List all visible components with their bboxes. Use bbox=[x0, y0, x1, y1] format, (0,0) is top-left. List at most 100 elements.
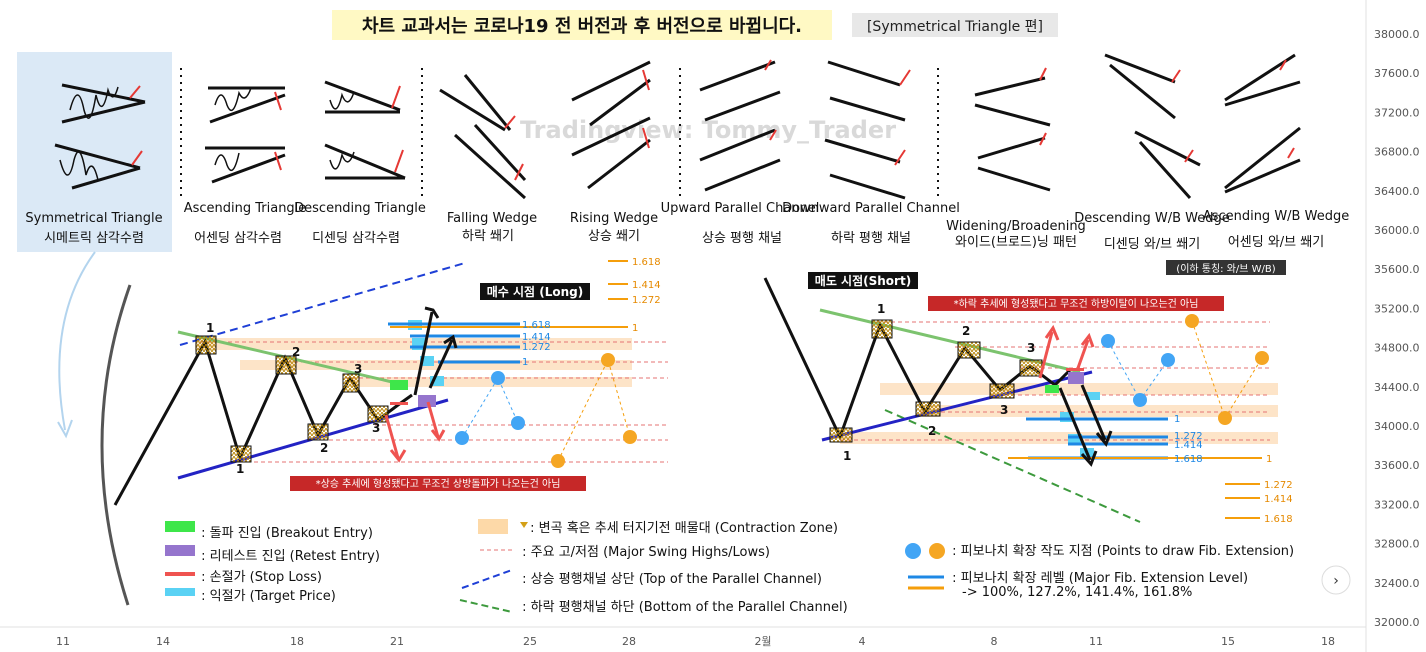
short-fib-1414: 1.414 bbox=[1174, 440, 1203, 451]
long-chart: 1.618 1.414 1.272 1 1 1.618 1.414 1.272 bbox=[113, 257, 668, 506]
y-tick-label: 37600.0 bbox=[1374, 67, 1420, 80]
legend-contraction-swatch bbox=[478, 519, 508, 534]
short-swing-2-high: 2 bbox=[962, 324, 970, 338]
selection-arrow bbox=[58, 251, 96, 431]
y-tick-label: 35600.0 bbox=[1374, 263, 1420, 276]
long-fib-orange-short bbox=[608, 260, 628, 300]
short-fib-orange-1414: 1.414 bbox=[1264, 494, 1293, 505]
long-stop-loss bbox=[390, 402, 408, 405]
pattern-label-desc-wb: Descending W/B Wedge bbox=[1074, 211, 1230, 226]
wb-note-bg bbox=[1166, 260, 1286, 275]
long-note: *상승 추세에 형성됐다고 무조건 상방돌파가 나오는건 아님 bbox=[316, 478, 561, 490]
x-tick-label: 2월 bbox=[754, 635, 771, 648]
pattern-labels: Symmetrical Triangle 시메트릭 삼각수렴 Ascending… bbox=[25, 201, 1349, 252]
legend-triangle-icon bbox=[520, 522, 528, 528]
scroll-right-button[interactable] bbox=[1321, 565, 1351, 595]
long-fib-orange-1272: 1.272 bbox=[632, 295, 661, 306]
short-fib-orange-1618: 1.618 bbox=[1264, 514, 1293, 525]
legend-stop-swatch bbox=[165, 572, 195, 576]
long-swing-1-low: 1 bbox=[236, 462, 244, 476]
long-fib-1414: 1.414 bbox=[522, 332, 551, 343]
short-fib-1272: 1.272 bbox=[1174, 431, 1203, 442]
legend-levels: : 피보나치 확장 레벨 (Major Fib. Extension Level… bbox=[948, 571, 1248, 586]
legend-target: : 익절가 (Target Price) bbox=[197, 589, 336, 604]
pattern-label-asc-wb-ko: 어센딩 와/브 쐐기 bbox=[1228, 235, 1324, 250]
pattern-label-ascending-ko: 어센딩 삼각수렴 bbox=[194, 231, 282, 246]
short-contraction-zone-2 bbox=[920, 405, 1278, 417]
y-tick-label: 32400.0 bbox=[1374, 577, 1420, 590]
long-fib-1: 1 bbox=[522, 357, 528, 368]
y-tick-label: 36000.0 bbox=[1374, 224, 1420, 237]
short-fib-points bbox=[1101, 314, 1269, 425]
pattern-thumbnails bbox=[54, 53, 1301, 200]
long-swing-3-high: 3 bbox=[354, 362, 362, 376]
legend-blue-point bbox=[905, 543, 921, 559]
pattern-label-descending-ko: 디센딩 삼각수렴 bbox=[312, 231, 400, 246]
y-tick-label: 36800.0 bbox=[1374, 146, 1420, 159]
long-channel-top bbox=[179, 262, 466, 346]
short-swing-lines bbox=[840, 321, 1270, 441]
short-fib-1: 1 bbox=[1174, 414, 1180, 425]
tag-bg bbox=[852, 13, 1058, 37]
long-fib-1618: 1.618 bbox=[522, 320, 551, 331]
x-tick-label: 18 bbox=[1321, 635, 1335, 648]
short-swing-markers bbox=[829, 319, 1043, 443]
short-swing-3-high: 3 bbox=[1027, 341, 1035, 355]
pattern-label-desc-wb-ko: 디센딩 와/브 쐐기 bbox=[1104, 237, 1200, 252]
legend-retest: : 리테스트 진입 (Retest Entry) bbox=[197, 549, 380, 564]
short-label-bg bbox=[808, 272, 918, 289]
pattern-label-symmetrical-ko: 시메트릭 삼각수렴 bbox=[44, 231, 144, 246]
pattern-label-ascending: Ascending Triangle bbox=[184, 201, 307, 216]
long-fib-dash bbox=[461, 358, 631, 462]
y-tick-label: 37200.0 bbox=[1374, 106, 1420, 119]
long-fib-labels-blue: 1.618 1.414 1.272 1 bbox=[522, 320, 551, 368]
selected-pattern-box bbox=[17, 52, 172, 252]
legend-contraction: : 변곡 혹은 추세 터지기전 매물대 (Contraction Zone) bbox=[526, 521, 838, 536]
long-label: 매수 시점 (Long) bbox=[487, 284, 584, 299]
short-channel-bottom bbox=[884, 409, 1141, 523]
long-up-arrows bbox=[413, 306, 458, 396]
short-chart: 1 1.272 1.414 1.618 1 1.272 1.414 1.618 bbox=[763, 272, 1293, 525]
short-fib-orange-1-label: 1 bbox=[1266, 454, 1272, 465]
y-axis-ticks[interactable]: 38000.0 37600.0 37200.0 36800.0 36400.0 36000… bbox=[1374, 28, 1420, 629]
pattern-label-widening-ko: 와이드(브로드)닝 패턴 bbox=[955, 235, 1077, 250]
short-fib-labels-orange: 1 1.272 1.414 1.618 bbox=[1264, 454, 1293, 525]
pattern-label-rising-wedge: Rising Wedge bbox=[570, 211, 658, 226]
long-swing-3-low: 3 bbox=[372, 421, 380, 435]
short-label: 매도 시점(Short) bbox=[815, 273, 911, 288]
chevron-right-icon[interactable]: › bbox=[1333, 573, 1339, 589]
pattern-dividers bbox=[180, 68, 939, 200]
long-fib-labels-orange: 1 1.618 1.414 1.272 bbox=[632, 257, 661, 334]
short-swing-2-low: 2 bbox=[928, 424, 936, 438]
pattern-label-rising-wedge-ko: 상승 쐐기 bbox=[588, 229, 640, 244]
pattern-label-asc-wb: Ascending W/B Wedge bbox=[1203, 209, 1349, 224]
short-fib-orange-short bbox=[1225, 483, 1260, 519]
long-contraction-zone-2 bbox=[240, 360, 632, 370]
short-contraction-zone bbox=[880, 383, 1278, 395]
long-contraction-zone-3 bbox=[350, 377, 632, 387]
legend: : 돌파 진입 (Breakout Entry) : 리테스트 진입 (Rete… bbox=[165, 519, 1294, 615]
long-swing-2-low: 2 bbox=[320, 441, 328, 455]
legend-points: : 피보나치 확장 작도 지점 (Points to draw Fib. Ext… bbox=[948, 544, 1294, 559]
wb-note: (이하 통칭: 와/브 W/B) bbox=[1176, 262, 1275, 275]
pattern-label-widening: Widening/Broadening bbox=[946, 219, 1086, 234]
short-swing-1-low: 1 bbox=[843, 449, 851, 463]
x-tick-label: 25 bbox=[523, 635, 537, 648]
x-tick-label: 11 bbox=[1089, 635, 1103, 648]
y-tick-label: 34400.0 bbox=[1374, 381, 1420, 394]
page-title: 차트 교과서는 코로나19 전 버전과 후 버전으로 바뀝니다. bbox=[362, 16, 802, 37]
pattern-label-symmetrical: Symmetrical Triangle bbox=[25, 211, 162, 226]
long-fib-orange-1-label: 1 bbox=[632, 323, 638, 334]
long-breakout-entry bbox=[390, 380, 408, 390]
x-axis-ticks[interactable]: 11 14 18 21 25 28 2월 4 8 11 15 18 bbox=[56, 635, 1335, 648]
x-tick-label: 11 bbox=[56, 635, 70, 648]
short-swing-3-low: 3 bbox=[1000, 403, 1008, 417]
x-tick-label: 21 bbox=[390, 635, 404, 648]
bracket-curve bbox=[100, 284, 132, 606]
long-fib-points bbox=[455, 353, 637, 468]
y-tick-label: 34800.0 bbox=[1374, 342, 1420, 355]
long-down-arrows bbox=[384, 401, 446, 463]
legend-texts: : 돌파 진입 (Breakout Entry) : 리테스트 진입 (Rete… bbox=[197, 521, 1294, 615]
selection-arrowhead bbox=[57, 419, 73, 439]
